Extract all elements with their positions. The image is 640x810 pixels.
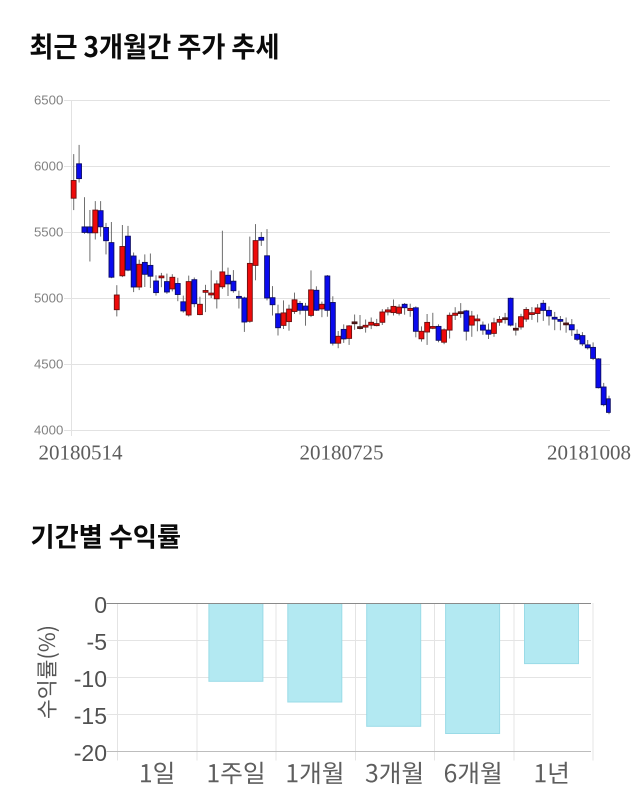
svg-text:6000: 6000 — [34, 159, 63, 174]
svg-text:20180725: 20180725 — [300, 441, 384, 465]
svg-text:5000: 5000 — [34, 291, 63, 306]
svg-text:4000: 4000 — [34, 423, 63, 438]
svg-text:5500: 5500 — [34, 225, 63, 240]
svg-text:-20: -20 — [74, 740, 107, 766]
svg-text:0: 0 — [94, 592, 107, 618]
svg-text:6500: 6500 — [34, 93, 63, 108]
svg-text:4500: 4500 — [34, 357, 63, 372]
svg-text:-15: -15 — [74, 703, 107, 729]
svg-text:20181008: 20181008 — [547, 441, 631, 465]
svg-text:-5: -5 — [87, 629, 107, 655]
svg-text:20180514: 20180514 — [39, 441, 124, 465]
svg-text:-10: -10 — [74, 666, 107, 692]
